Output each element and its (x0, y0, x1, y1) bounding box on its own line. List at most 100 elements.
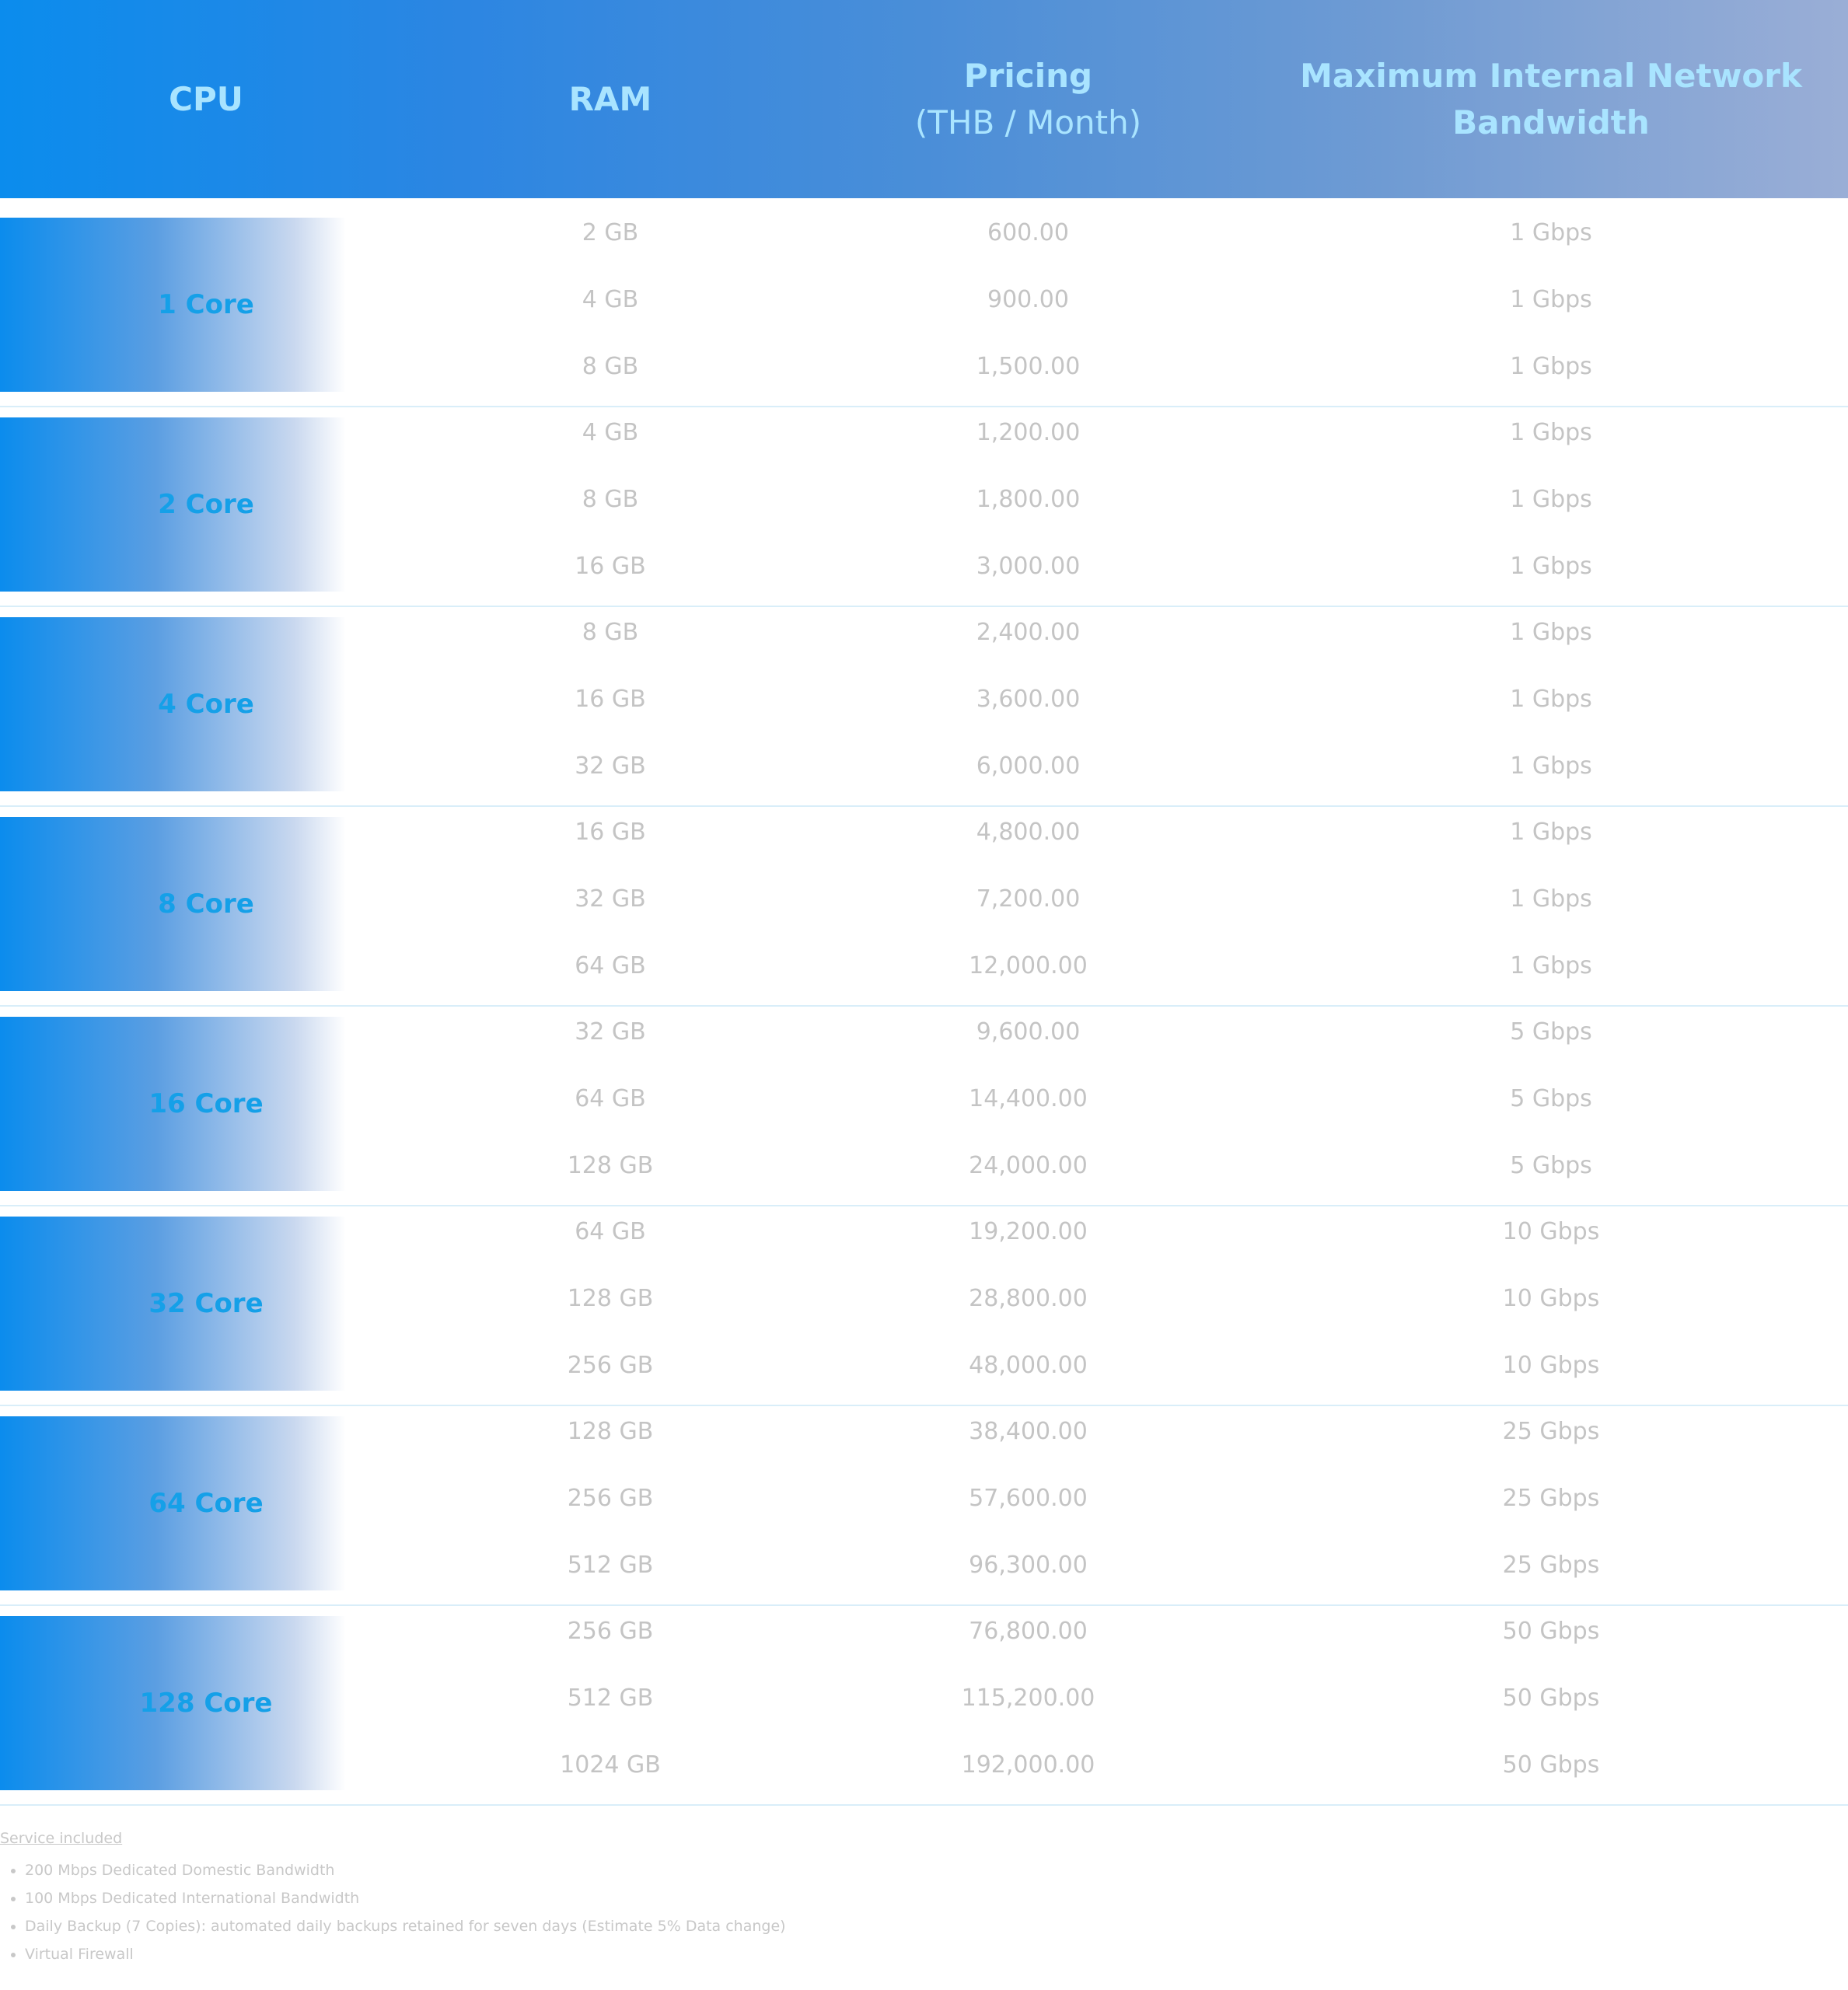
row-divider (0, 606, 1848, 607)
bandwidth-cell: 5 Gbps (1510, 1085, 1592, 1112)
price-cell: 3,600.00 (976, 686, 1081, 713)
price-cell: 600.00 (987, 219, 1069, 246)
service-note-item: 100 Mbps Dedicated International Bandwid… (25, 1884, 1088, 1912)
bandwidth-cell: 10 Gbps (1502, 1352, 1600, 1379)
price-cell: 115,200.00 (961, 1685, 1095, 1712)
cpu-group: 16 Core 32 GB 9,600.00 5 Gbps 64 GB 14,400.00… (0, 999, 1848, 1206)
service-notes-title[interactable]: Service included (0, 1830, 123, 1847)
cpu-group: 64 Core 128 GB 38,400.00 25 Gbps 256 GB 57,60… (0, 1398, 1848, 1606)
service-note-item: 200 Mbps Dedicated Domestic Bandwidth (25, 1856, 1088, 1884)
price-cell: 3,000.00 (976, 553, 1081, 580)
ram-cell: 256 GB (567, 1618, 654, 1645)
ram-cell: 4 GB (582, 286, 639, 313)
ram-cell: 16 GB (575, 553, 646, 580)
row-divider (0, 1804, 1848, 1806)
price-cell: 900.00 (987, 286, 1069, 313)
price-cell: 1,500.00 (976, 353, 1081, 380)
bandwidth-cell: 1 Gbps (1510, 819, 1592, 846)
price-cell: 4,800.00 (976, 819, 1081, 846)
ram-cell: 8 GB (582, 486, 639, 513)
cpu-group: 2 Core 4 GB 1,200.00 1 Gbps 8 GB 1,800.00 1 Gb… (0, 400, 1848, 607)
ram-cell: 1024 GB (560, 1751, 661, 1779)
bandwidth-cell: 1 Gbps (1510, 219, 1592, 246)
price-cell: 14,400.00 (969, 1085, 1088, 1112)
row-divider (0, 1405, 1848, 1406)
bandwidth-cell: 1 Gbps (1510, 419, 1592, 446)
ram-cell: 128 GB (567, 1285, 654, 1312)
header-pricing: Pricing (THB / Month) (809, 0, 1248, 198)
header-cpu-label: CPU (169, 79, 243, 118)
ram-cell: 64 GB (575, 952, 646, 979)
cpu-tier-block (0, 1017, 346, 1191)
cpu-tier-label: 32 Core (148, 1288, 264, 1319)
price-cell: 9,600.00 (976, 1018, 1081, 1046)
price-cell: 1,800.00 (976, 486, 1081, 513)
bandwidth-cell: 1 Gbps (1510, 553, 1592, 580)
bandwidth-cell: 1 Gbps (1510, 952, 1592, 979)
cpu-tier-block (0, 1217, 346, 1391)
ram-cell: 32 GB (575, 885, 646, 913)
bandwidth-cell: 10 Gbps (1502, 1218, 1600, 1245)
bandwidth-cell: 1 Gbps (1510, 353, 1592, 380)
price-cell: 2,400.00 (976, 619, 1081, 646)
cpu-group: 1 Core 2 GB 600.00 1 Gbps 4 GB 900.00 1 Gbps 8 … (0, 200, 1848, 407)
ram-cell: 256 GB (567, 1352, 654, 1379)
price-cell: 48,000.00 (969, 1352, 1088, 1379)
bandwidth-cell: 10 Gbps (1502, 1285, 1600, 1312)
header-pricing-label: Pricing (963, 56, 1093, 95)
row-divider (0, 406, 1848, 407)
cpu-tier-block (0, 1616, 346, 1790)
bandwidth-cell: 1 Gbps (1510, 686, 1592, 713)
cpu-tier-block (0, 417, 346, 592)
ram-cell: 256 GB (567, 1485, 654, 1512)
ram-cell: 32 GB (575, 1018, 646, 1046)
price-cell: 28,800.00 (969, 1285, 1088, 1312)
bandwidth-cell: 5 Gbps (1510, 1018, 1592, 1046)
row-divider (0, 805, 1848, 807)
cpu-tier-label: 16 Core (148, 1088, 264, 1119)
ram-cell: 128 GB (567, 1152, 654, 1179)
price-cell: 12,000.00 (969, 952, 1088, 979)
header-bandwidth-line2: Bandwidth (1452, 103, 1650, 141)
price-cell: 19,200.00 (969, 1218, 1088, 1245)
header-cpu: CPU (0, 0, 412, 198)
bandwidth-cell: 25 Gbps (1502, 1418, 1600, 1445)
ram-cell: 8 GB (582, 619, 639, 646)
ram-cell: 64 GB (575, 1218, 646, 1245)
cpu-tier-label: 4 Core (158, 689, 254, 720)
header-bandwidth: Maximum Internal Network Bandwidth (1248, 0, 1848, 198)
ram-cell: 2 GB (582, 219, 639, 246)
ram-cell: 64 GB (575, 1085, 646, 1112)
price-cell: 38,400.00 (969, 1418, 1088, 1445)
ram-cell: 512 GB (567, 1685, 654, 1712)
ram-cell: 16 GB (575, 686, 646, 713)
price-cell: 96,300.00 (969, 1552, 1088, 1579)
cpu-tier-label: 64 Core (148, 1488, 264, 1519)
service-note-item: Daily Backup (7 Copies): automated daily… (25, 1912, 1088, 1940)
ram-cell: 4 GB (582, 419, 639, 446)
bandwidth-cell: 25 Gbps (1502, 1485, 1600, 1512)
bandwidth-cell: 50 Gbps (1502, 1618, 1600, 1645)
cpu-group: 128 Core 256 GB 76,800.00 50 Gbps 512 GB 115,… (0, 1598, 1848, 1806)
ram-cell: 8 GB (582, 353, 639, 380)
bandwidth-cell: 25 Gbps (1502, 1552, 1600, 1579)
cpu-tier-label: 8 Core (158, 889, 254, 920)
price-cell: 7,200.00 (976, 885, 1081, 913)
bandwidth-cell: 5 Gbps (1510, 1152, 1592, 1179)
ram-cell: 16 GB (575, 819, 646, 846)
row-divider (0, 1604, 1848, 1606)
header-ram-label: RAM (568, 79, 652, 118)
service-notes-list: 200 Mbps Dedicated Domestic Bandwidth 10… (0, 1856, 1088, 1968)
ram-cell: 512 GB (567, 1552, 654, 1579)
bandwidth-cell: 1 Gbps (1510, 885, 1592, 913)
cpu-tier-label: 128 Core (139, 1688, 273, 1719)
header-ram: RAM (412, 0, 809, 198)
header-bandwidth-line1: Maximum Internal Network (1300, 56, 1802, 95)
price-cell: 1,200.00 (976, 419, 1081, 446)
ram-cell: 32 GB (575, 752, 646, 780)
row-divider (0, 1005, 1848, 1007)
header-pricing-unit: (THB / Month) (914, 103, 1142, 141)
price-cell: 57,600.00 (969, 1485, 1088, 1512)
cpu-tier-label: 1 Core (158, 289, 254, 320)
table-header: CPU RAM Pricing (THB / Month) Maximum In… (0, 0, 1848, 198)
